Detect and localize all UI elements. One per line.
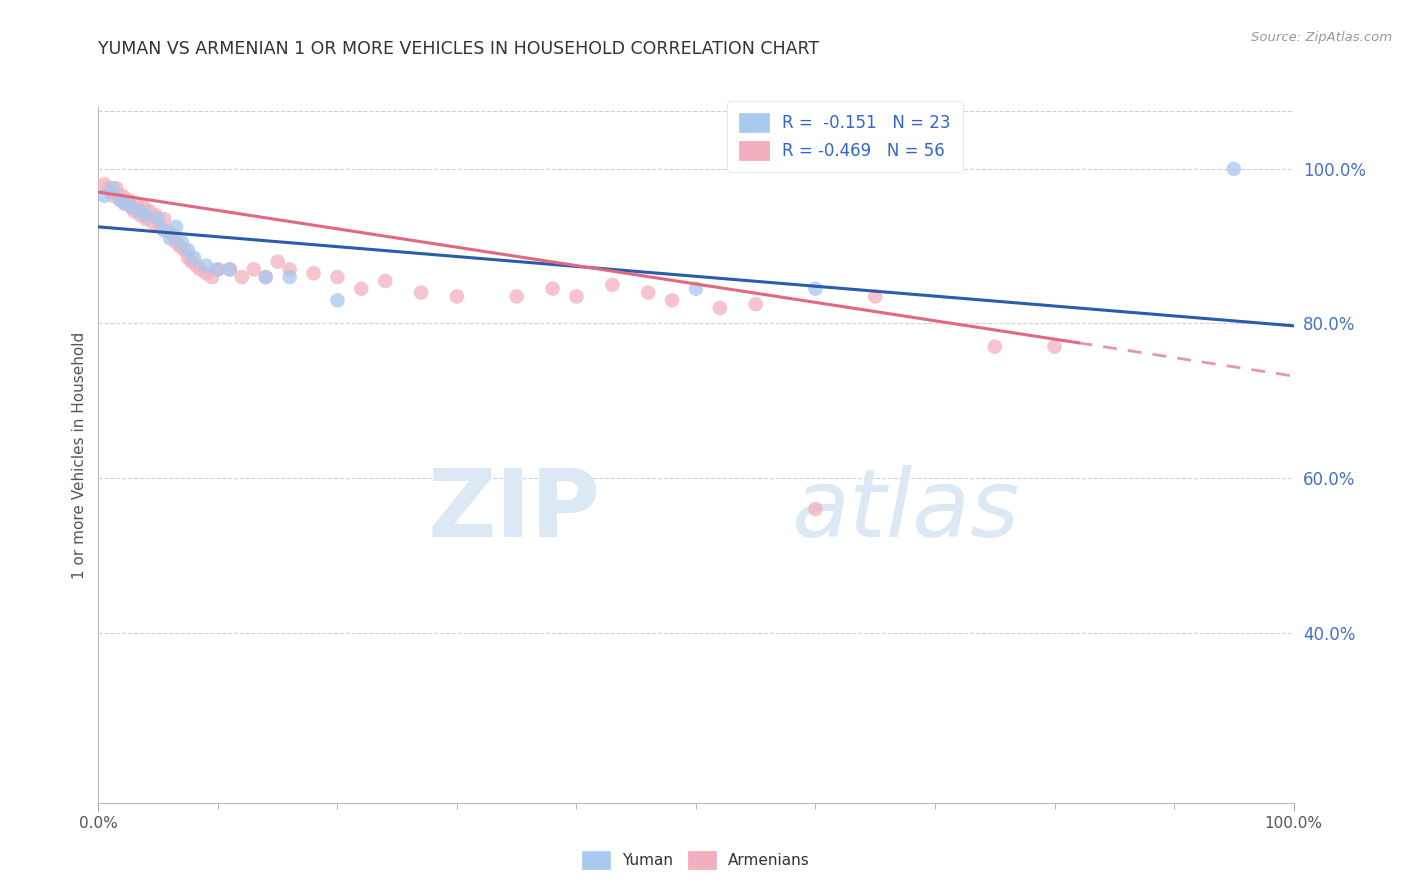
Point (114, 196, 136, 211)
Point (600, 277, 623, 292)
Point (169, 239, 191, 253)
Point (207, 262, 229, 277)
Point (103, 189, 125, 203)
Point (132, 201, 155, 215)
Point (267, 254, 290, 268)
Point (97, 181, 120, 195)
Point (159, 231, 181, 245)
Text: Source: ZipAtlas.com: Source: ZipAtlas.com (1251, 31, 1392, 45)
Point (374, 274, 396, 288)
Point (177, 243, 200, 257)
Point (565, 289, 588, 303)
Point (129, 208, 152, 222)
Point (93, 178, 115, 192)
Point (254, 270, 277, 285)
Point (207, 262, 229, 277)
Point (804, 282, 827, 296)
Point (661, 293, 683, 308)
Point (111, 189, 134, 203)
Point (148, 212, 170, 227)
Point (804, 502, 827, 516)
Point (121, 201, 143, 215)
Point (326, 270, 349, 285)
Point (142, 216, 165, 230)
Point (93, 189, 115, 203)
Point (201, 270, 224, 285)
Point (186, 259, 208, 273)
Point (278, 270, 301, 285)
Point (446, 289, 468, 303)
Point (135, 208, 157, 222)
Point (108, 193, 131, 207)
Point (135, 212, 157, 227)
Text: ZIP: ZIP (427, 465, 600, 557)
Point (183, 251, 205, 265)
Point (173, 243, 195, 257)
Point (326, 293, 349, 308)
Point (162, 227, 184, 242)
Point (219, 262, 242, 277)
Point (156, 224, 179, 238)
Point (121, 201, 143, 215)
Point (180, 254, 202, 268)
Point (98, 185, 122, 199)
Point (278, 262, 301, 277)
Point (685, 282, 707, 296)
Point (302, 266, 325, 280)
Point (254, 270, 277, 285)
Point (745, 297, 768, 311)
Point (637, 285, 659, 300)
Text: atlas: atlas (792, 465, 1019, 556)
Point (231, 270, 253, 285)
Point (139, 204, 162, 219)
Point (172, 235, 194, 250)
Point (863, 289, 886, 303)
Point (194, 266, 217, 280)
Point (108, 193, 131, 207)
Point (709, 301, 731, 315)
Legend: Yuman, Armenians: Yuman, Armenians (576, 846, 815, 875)
Point (153, 212, 176, 227)
Point (114, 196, 136, 211)
Point (194, 259, 217, 273)
Point (243, 262, 266, 277)
Point (153, 224, 176, 238)
Point (129, 204, 152, 219)
Point (165, 219, 187, 234)
Point (149, 219, 172, 234)
Point (1043, 340, 1066, 354)
Point (506, 289, 529, 303)
Point (350, 282, 373, 296)
Point (165, 235, 187, 250)
Y-axis label: 1 or more Vehicles in Household: 1 or more Vehicles in Household (72, 331, 87, 579)
Point (105, 181, 128, 195)
Point (125, 196, 148, 211)
Point (983, 340, 1005, 354)
Point (124, 204, 146, 219)
Point (1222, 161, 1246, 176)
Point (117, 193, 139, 207)
Point (188, 262, 211, 277)
Point (177, 251, 200, 265)
Point (101, 181, 124, 195)
Text: YUMAN VS ARMENIAN 1 OR MORE VEHICLES IN HOUSEHOLD CORRELATION CHART: YUMAN VS ARMENIAN 1 OR MORE VEHICLES IN … (98, 40, 820, 58)
Point (411, 285, 433, 300)
Point (219, 262, 242, 277)
Point (541, 282, 564, 296)
Point (145, 208, 167, 222)
